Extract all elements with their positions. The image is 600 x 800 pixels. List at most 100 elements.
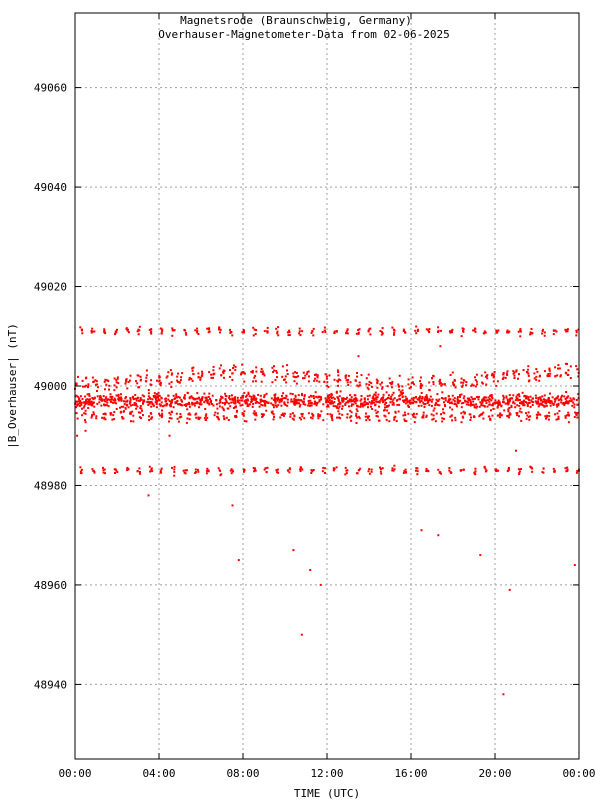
data-point xyxy=(315,395,318,398)
data-point xyxy=(324,472,327,474)
data-point xyxy=(96,402,99,405)
data-point xyxy=(138,416,141,419)
data-point xyxy=(356,416,359,419)
data-point xyxy=(432,381,435,383)
data-point xyxy=(150,379,153,382)
data-point xyxy=(146,400,149,403)
data-point xyxy=(403,411,406,414)
data-point xyxy=(475,403,478,406)
data-point xyxy=(91,404,94,407)
data-point xyxy=(102,413,105,415)
data-point xyxy=(310,472,313,474)
data-point xyxy=(155,406,158,409)
data-point xyxy=(557,404,560,407)
data-point xyxy=(413,421,416,424)
data-point xyxy=(535,368,538,371)
data-point xyxy=(171,372,174,375)
data-point xyxy=(104,418,107,421)
data-point xyxy=(460,335,463,338)
data-point xyxy=(376,415,379,418)
data-point xyxy=(541,471,544,474)
data-point xyxy=(75,400,78,403)
data-point xyxy=(451,371,454,374)
data-point xyxy=(212,404,215,407)
data-point xyxy=(338,378,340,381)
data-point xyxy=(435,412,438,415)
data-point xyxy=(301,394,303,397)
data-point xyxy=(254,380,257,383)
data-point xyxy=(527,411,530,414)
x-axis-label: TIME (UTC) xyxy=(294,787,360,800)
data-point xyxy=(556,397,559,400)
data-point xyxy=(105,404,108,407)
data-point xyxy=(548,369,551,372)
data-point xyxy=(563,404,566,406)
data-point xyxy=(218,402,221,405)
data-point xyxy=(575,329,578,332)
data-point xyxy=(449,398,452,401)
data-point xyxy=(427,470,430,473)
data-point xyxy=(409,402,412,405)
data-point xyxy=(336,416,339,419)
data-point xyxy=(395,420,398,423)
data-point xyxy=(229,469,232,472)
data-point xyxy=(401,385,404,388)
data-point xyxy=(254,469,257,472)
data-point xyxy=(80,403,83,406)
data-point xyxy=(168,411,171,414)
data-point xyxy=(431,418,434,421)
data-point xyxy=(422,411,425,414)
data-point xyxy=(486,374,489,377)
data-point xyxy=(463,395,466,398)
data-point xyxy=(282,392,285,395)
data-point xyxy=(438,471,441,474)
data-point xyxy=(324,373,327,376)
data-point xyxy=(241,396,244,399)
data-point xyxy=(508,406,511,409)
data-point xyxy=(199,398,202,401)
data-point xyxy=(114,399,117,402)
data-point xyxy=(312,414,314,417)
data-point xyxy=(402,399,404,402)
data-point xyxy=(241,371,244,374)
data-point xyxy=(262,399,265,402)
data-point xyxy=(441,391,444,394)
data-point xyxy=(114,332,117,335)
data-point xyxy=(81,332,84,335)
data-point xyxy=(385,391,388,394)
data-point xyxy=(448,467,451,469)
data-point xyxy=(117,382,120,385)
data-point xyxy=(419,384,422,387)
data-point xyxy=(158,399,161,402)
data-point xyxy=(483,332,485,335)
data-point xyxy=(398,403,401,406)
data-point xyxy=(289,413,292,416)
data-point xyxy=(118,396,121,399)
data-point xyxy=(379,468,382,470)
data-point xyxy=(114,330,117,333)
data-point xyxy=(75,394,78,397)
data-point xyxy=(286,331,289,334)
data-point xyxy=(393,418,396,421)
data-point xyxy=(371,400,374,403)
data-point xyxy=(428,389,431,392)
data-point xyxy=(310,404,313,407)
data-point xyxy=(404,402,407,405)
data-point xyxy=(82,406,85,409)
data-point xyxy=(337,407,340,410)
data-point xyxy=(277,326,280,329)
data-point xyxy=(104,397,107,400)
data-point xyxy=(170,373,173,376)
data-point xyxy=(87,407,90,409)
data-point xyxy=(104,388,106,391)
data-point xyxy=(285,394,288,397)
data-point xyxy=(256,401,258,403)
data-point xyxy=(437,326,440,329)
data-point xyxy=(566,328,569,331)
data-point xyxy=(567,421,570,424)
data-point xyxy=(380,472,383,475)
data-point xyxy=(118,398,121,401)
data-point xyxy=(275,370,278,372)
data-point xyxy=(554,366,557,369)
data-point xyxy=(448,402,451,405)
